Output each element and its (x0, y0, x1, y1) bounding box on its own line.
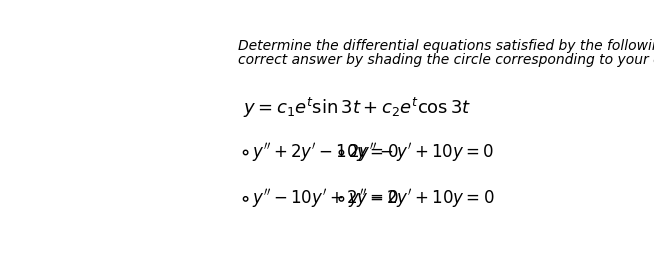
Text: $y'' - 10y' + 2y = 0$: $y'' - 10y' + 2y = 0$ (252, 187, 398, 210)
Text: Determine the differential equations satisfied by the following functions. Choos: Determine the differential equations sat… (238, 39, 654, 52)
Text: $y'' + 2y' - 10y = 0$: $y'' + 2y' - 10y = 0$ (252, 141, 398, 164)
Text: correct answer by shading the circle corresponding to your choice.: correct answer by shading the circle cor… (238, 53, 654, 67)
Text: $2y'' - y' + 10y = 0$: $2y'' - y' + 10y = 0$ (348, 141, 494, 164)
Text: $y = c_1e^t \sin 3t + c_2e^t \cos 3t$: $y = c_1e^t \sin 3t + c_2e^t \cos 3t$ (243, 96, 472, 120)
Text: $y'' - 2y' + 10y = 0$: $y'' - 2y' + 10y = 0$ (348, 187, 494, 210)
